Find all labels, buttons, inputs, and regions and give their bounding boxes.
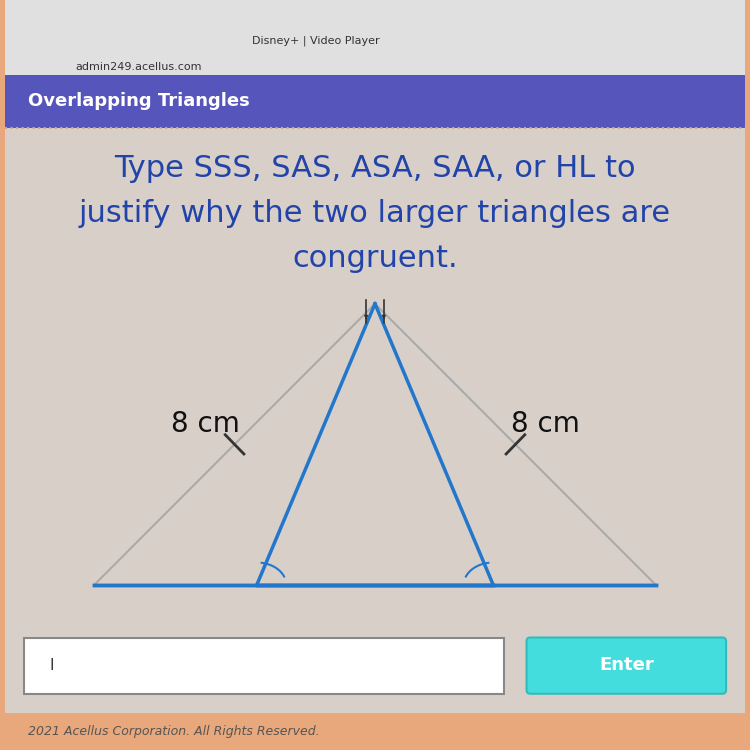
- Text: 8 cm: 8 cm: [170, 410, 239, 438]
- Text: Overlapping Triangles: Overlapping Triangles: [28, 92, 249, 110]
- FancyBboxPatch shape: [526, 638, 726, 694]
- Text: Disney+ | Video Player: Disney+ | Video Player: [252, 36, 380, 46]
- Text: Type SSS, SAS, ASA, SAA, or HL to: Type SSS, SAS, ASA, SAA, or HL to: [114, 154, 636, 183]
- FancyBboxPatch shape: [24, 638, 504, 694]
- Text: I: I: [50, 658, 54, 673]
- FancyBboxPatch shape: [5, 0, 745, 75]
- Text: Enter: Enter: [599, 656, 654, 674]
- FancyBboxPatch shape: [5, 82, 745, 712]
- Text: 2021 Acellus Corporation. All Rights Reserved.: 2021 Acellus Corporation. All Rights Res…: [28, 724, 320, 738]
- Text: justify why the two larger triangles are: justify why the two larger triangles are: [79, 200, 671, 228]
- Text: congruent.: congruent.: [292, 244, 458, 273]
- Text: 8 cm: 8 cm: [511, 410, 580, 438]
- FancyBboxPatch shape: [5, 75, 745, 128]
- Text: admin249.acellus.com: admin249.acellus.com: [75, 62, 202, 73]
